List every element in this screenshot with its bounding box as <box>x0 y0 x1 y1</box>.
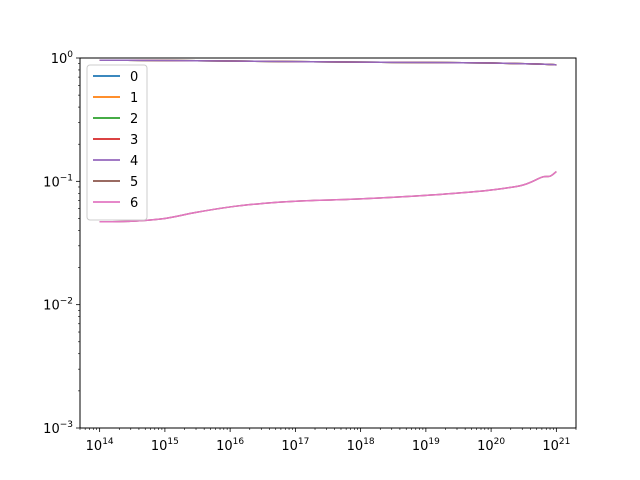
legend-label-3: 3 <box>130 133 138 148</box>
legend-label-2: 2 <box>130 112 138 127</box>
y-tick-label: 10−2 <box>43 297 73 314</box>
y-tick-exponent: −1 <box>60 173 73 183</box>
series-line-6 <box>99 170 557 223</box>
plot-frame <box>79 57 577 429</box>
x-tick-base: 10 <box>216 439 233 454</box>
series-line-5 <box>99 170 557 223</box>
y-tick-base: 10 <box>43 299 60 314</box>
y-tick-label: 100 <box>51 50 74 67</box>
x-tick-label: 1018 <box>347 437 375 454</box>
x-tick-base: 10 <box>281 439 298 454</box>
x-tick-label: 1017 <box>281 437 309 454</box>
y-tick-base: 10 <box>43 175 60 190</box>
x-tick-label: 1021 <box>542 437 570 454</box>
y-tick-exponent: 0 <box>67 50 73 60</box>
x-tick-base: 10 <box>477 439 494 454</box>
x-tick-exponent: 21 <box>559 437 570 447</box>
x-tick-exponent: 18 <box>363 437 375 447</box>
x-tick-exponent: 16 <box>233 437 245 447</box>
y-tick-base: 10 <box>43 422 60 437</box>
y-tick-base: 10 <box>51 52 68 67</box>
x-tick-exponent: 20 <box>494 437 506 447</box>
legend-label-1: 1 <box>130 91 138 106</box>
x-tick-exponent: 14 <box>102 437 114 447</box>
x-tick-label: 1015 <box>151 437 179 454</box>
x-tick-base: 10 <box>151 439 168 454</box>
y-tick-label: 10−1 <box>43 173 73 190</box>
x-tick-base: 10 <box>86 439 103 454</box>
y-tick-exponent: −2 <box>60 297 73 307</box>
legend-label-5: 5 <box>130 175 138 190</box>
x-tick-label: 1016 <box>216 437 244 454</box>
y-tick-label: 10−3 <box>43 420 73 437</box>
legend-label-4: 4 <box>130 154 138 169</box>
x-tick-label: 1014 <box>86 437 114 454</box>
y-tick-exponent: −3 <box>60 420 73 430</box>
x-tick-exponent: 15 <box>167 437 178 447</box>
legend: 0 1 2 3 4 5 6 <box>86 64 148 221</box>
minor-ticks <box>78 63 577 430</box>
x-tick-label: 1019 <box>412 437 440 454</box>
legend-label-0: 0 <box>130 70 138 85</box>
x-tick-base: 10 <box>412 439 429 454</box>
x-tick-exponent: 17 <box>298 437 309 447</box>
legend-label-6: 6 <box>130 196 138 211</box>
x-tick-base: 10 <box>347 439 364 454</box>
x-tick-base: 10 <box>542 439 559 454</box>
x-tick-exponent: 19 <box>428 437 440 447</box>
x-tick-label: 1020 <box>477 437 505 454</box>
x-axis: 1014 1015 1016 1017 1018 1019 1020 1021 <box>86 428 570 454</box>
series-line-4 <box>99 59 557 66</box>
series-layer <box>99 59 557 223</box>
